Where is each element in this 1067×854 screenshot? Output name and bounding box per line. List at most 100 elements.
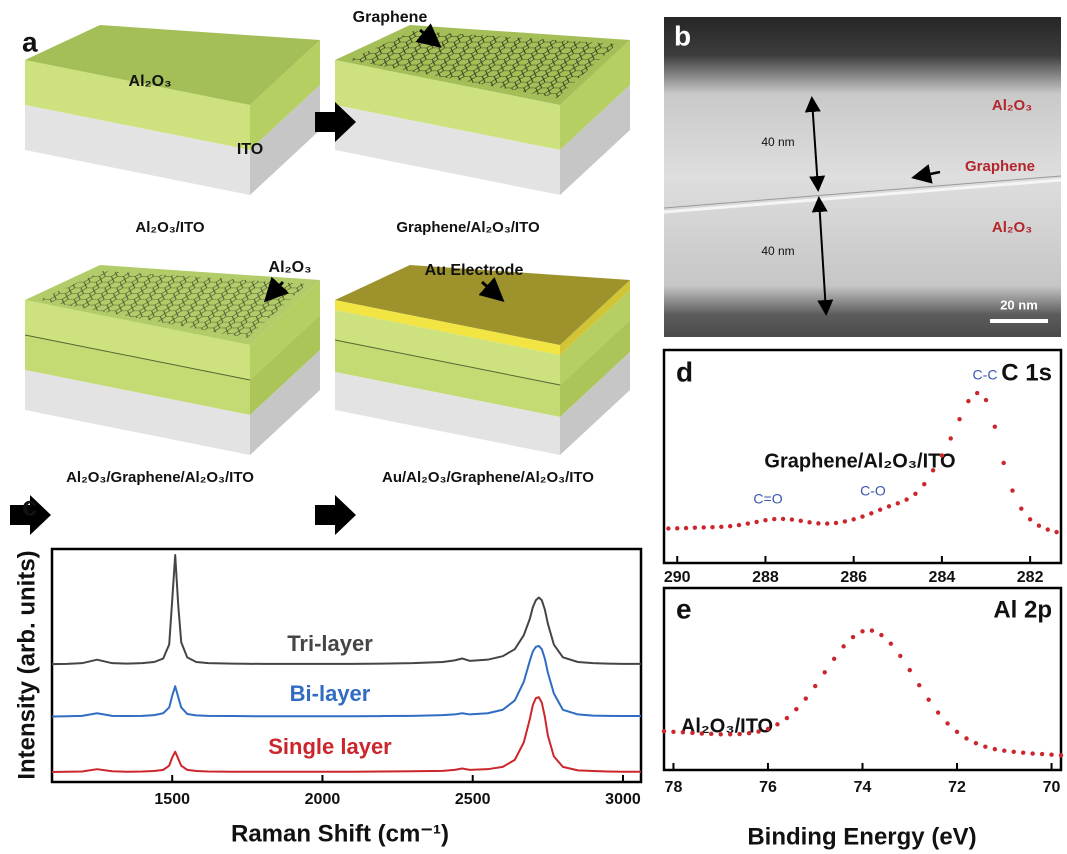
layer-label: Al₂O₃ xyxy=(992,219,1032,236)
x-axis-label: Binding Energy (eV) xyxy=(747,823,976,850)
x-tick-label: 78 xyxy=(665,779,683,796)
data-point xyxy=(790,517,794,521)
data-point xyxy=(822,670,826,674)
data-point xyxy=(870,628,874,632)
diagram-caption: Au/Al₂O₃/Graphene/Al₂O₃/ITO xyxy=(382,469,594,486)
data-point xyxy=(1059,753,1063,757)
slab-au-electrode xyxy=(335,265,630,455)
data-point xyxy=(993,747,997,751)
data-point xyxy=(700,731,704,735)
data-point xyxy=(702,525,706,529)
data-point xyxy=(949,436,953,440)
data-point xyxy=(690,731,694,735)
x-tick-label: 76 xyxy=(759,779,777,796)
data-point xyxy=(860,514,864,518)
series-label: Bi-layer xyxy=(290,681,371,706)
diagram-caption: Al₂O₃/Graphene/Al₂O₃/ITO xyxy=(66,469,254,486)
data-point xyxy=(719,525,723,529)
scale-label: 20 nm xyxy=(1000,297,1038,312)
data-point xyxy=(1046,527,1050,531)
data-point xyxy=(966,399,970,403)
data-point xyxy=(955,730,959,734)
data-point xyxy=(841,644,845,648)
data-point xyxy=(851,517,855,521)
data-point xyxy=(860,629,864,633)
data-point xyxy=(957,417,961,421)
slab-encapsulated xyxy=(25,265,320,455)
data-point xyxy=(1001,461,1005,465)
x-tick-label: 1500 xyxy=(154,791,190,808)
data-point xyxy=(813,684,817,688)
panel-label: c xyxy=(22,490,38,521)
x-tick-label: 288 xyxy=(752,569,779,586)
data-point xyxy=(693,525,697,529)
thickness-label: 40 nm xyxy=(761,244,794,258)
data-point xyxy=(1012,750,1016,754)
layer-label: Graphene xyxy=(353,9,428,26)
data-point xyxy=(936,710,940,714)
panel-label: d xyxy=(676,356,693,387)
data-point xyxy=(896,501,900,505)
data-point xyxy=(785,716,789,720)
data-point xyxy=(728,524,732,528)
x-tick-label: 2500 xyxy=(455,791,491,808)
step-arrow xyxy=(315,495,356,535)
x-tick-label: 286 xyxy=(840,569,867,586)
data-point xyxy=(728,732,732,736)
data-point xyxy=(964,736,968,740)
data-point xyxy=(746,521,750,525)
x-tick-label: 290 xyxy=(664,569,691,586)
data-point xyxy=(917,683,921,687)
annotation: C-C xyxy=(973,367,998,383)
data-point xyxy=(1054,530,1058,534)
data-point xyxy=(1028,517,1032,521)
data-point xyxy=(869,511,873,515)
data-point xyxy=(781,517,785,521)
data-point xyxy=(1040,752,1044,756)
diagram-caption: Graphene/Al₂O₃/ITO xyxy=(396,219,540,236)
layer-label: ITO xyxy=(237,141,263,158)
layer-label: Al₂O₃ xyxy=(269,259,312,276)
x-tick-label: 282 xyxy=(1017,569,1044,586)
x-axis-label: Raman Shift (cm⁻¹) xyxy=(231,820,449,847)
annotation: C-O xyxy=(860,483,886,499)
x-tick-label: 3000 xyxy=(605,791,641,808)
data-point xyxy=(754,520,758,524)
data-point xyxy=(710,525,714,529)
data-point xyxy=(922,482,926,486)
data-point xyxy=(666,526,670,530)
x-tick-label: 70 xyxy=(1043,779,1061,796)
data-point xyxy=(1002,748,1006,752)
slab-graphene xyxy=(335,25,630,195)
data-point xyxy=(719,732,723,736)
thickness-label: 40 nm xyxy=(761,135,794,149)
diagram-caption: Al₂O₃/ITO xyxy=(135,219,204,236)
data-point xyxy=(904,497,908,501)
data-point xyxy=(975,391,979,395)
data-point xyxy=(1049,752,1053,756)
annotation: Al₂O₃/ITO xyxy=(681,715,773,737)
data-point xyxy=(766,727,770,731)
data-point xyxy=(879,633,883,637)
data-point xyxy=(747,731,751,735)
data-point xyxy=(662,729,666,733)
data-point xyxy=(737,523,741,527)
data-point xyxy=(940,453,944,457)
data-point xyxy=(681,730,685,734)
data-point xyxy=(878,508,882,512)
data-point xyxy=(807,520,811,524)
layer-label: Al₂O₃ xyxy=(129,73,172,90)
data-point xyxy=(804,696,808,700)
data-point xyxy=(799,519,803,523)
figure: a Al₂O₃ ITO Graphene Al₂O₃ Au Electrode … xyxy=(0,0,1067,854)
layer-label: Au Electrode xyxy=(425,262,524,279)
data-point xyxy=(1030,751,1034,755)
x-tick-label: 2000 xyxy=(305,791,341,808)
data-point xyxy=(993,424,997,428)
data-point xyxy=(983,744,987,748)
data-point xyxy=(974,741,978,745)
x-tick-label: 284 xyxy=(929,569,956,586)
data-point xyxy=(1010,488,1014,492)
tem-image xyxy=(664,17,1061,337)
data-point xyxy=(889,642,893,646)
